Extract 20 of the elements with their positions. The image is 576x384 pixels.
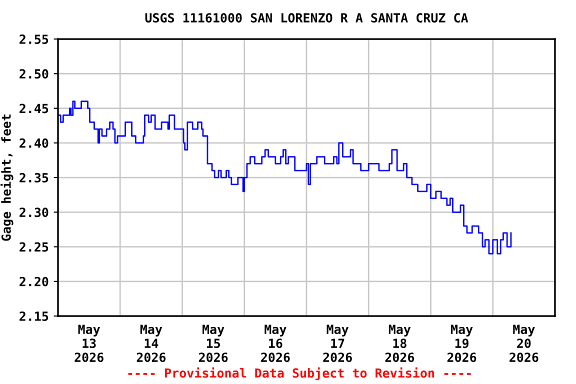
y-tick-label: 2.45: [20, 104, 48, 114]
x-tick-label: May 19 2026: [447, 324, 476, 362]
text: ---- Provisional Data Subject to Revision ----: [128, 367, 471, 380]
x-tick-label: May 15 2026: [198, 324, 228, 362]
chart-title: USGS 11161000 SAN LORENZO R A SANTA CRUZ CA: [145, 13, 468, 23]
y-tick-label: 2.15: [20, 312, 48, 321]
y-tick-label: 2.40: [20, 138, 48, 148]
y-axis-title: Gage height, feet: [0, 114, 14, 241]
x-tick-label: May 20 2026: [510, 324, 538, 362]
x-tick-label: May 18 2026: [385, 324, 414, 362]
y-tick-label: 2.20: [20, 276, 48, 286]
y-tick-label: 2.55: [20, 34, 48, 44]
y-tick-label: 2.35: [20, 173, 48, 182]
x-tick-label: May 16 2026: [261, 324, 290, 362]
y-tick-label: 2.50: [20, 69, 48, 79]
x-tick-label: May 13 2026: [74, 324, 104, 362]
x-tick-label: May 17 2026: [323, 324, 352, 362]
y-tick-label: 2.25: [20, 242, 48, 252]
x-tick-label: May 14 2026: [136, 324, 166, 362]
y-tick-label: 2.30: [20, 208, 48, 218]
